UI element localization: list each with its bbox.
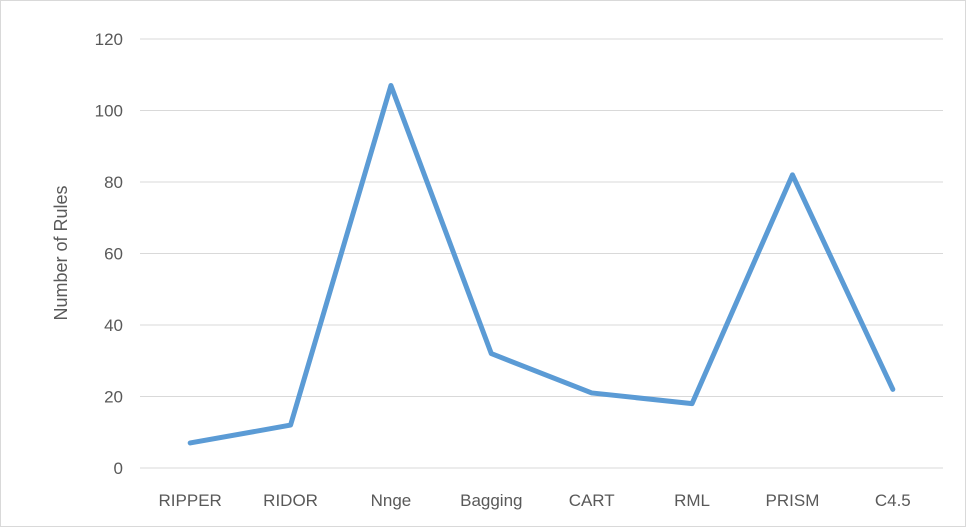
- x-category-label: Nnge: [371, 491, 412, 510]
- y-axis-title: Number of Rules: [51, 185, 71, 320]
- x-category-label: RIDOR: [263, 491, 318, 510]
- x-category-label: C4.5: [875, 491, 911, 510]
- gridlines: [140, 38, 943, 469]
- series-lines: [187, 82, 896, 446]
- x-category-label: RML: [674, 491, 710, 510]
- x-category-label: PRISM: [766, 491, 820, 510]
- y-tick-label: 0: [114, 459, 123, 478]
- y-tick-label: 120: [95, 30, 123, 49]
- y-tick-label: 60: [104, 245, 123, 264]
- y-tick-label: 80: [104, 173, 123, 192]
- x-category-label: CART: [569, 491, 615, 510]
- series-line-0: [187, 82, 896, 446]
- y-axis-tick-labels: 0 20 40 60 80 100 120: [95, 30, 123, 478]
- y-tick-label: 20: [104, 388, 123, 407]
- y-tick-label: 100: [95, 102, 123, 121]
- x-category-label: RIPPER: [159, 491, 222, 510]
- x-category-label: Bagging: [460, 491, 522, 510]
- x-axis-category-labels: RIPPER RIDOR Nnge Bagging CART RML PRISM C4.5: [159, 491, 911, 510]
- y-tick-label: 40: [104, 316, 123, 335]
